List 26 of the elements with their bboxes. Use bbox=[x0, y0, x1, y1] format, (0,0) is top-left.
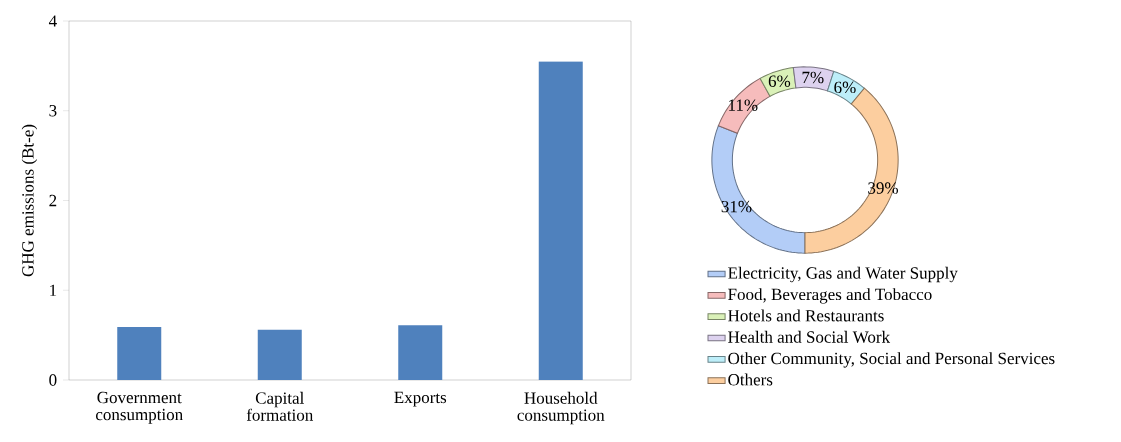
data-label: 31% bbox=[721, 200, 752, 213]
legend-label: Electricity, Gas and Water Supply bbox=[728, 266, 958, 283]
y-tick-label: 4 bbox=[48, 15, 57, 27]
x-tick-label: Household consumption bbox=[517, 391, 605, 425]
x-tick-label: Exports bbox=[394, 391, 447, 407]
data-label: 39% bbox=[868, 182, 898, 194]
x-tick-label: Capital formation bbox=[246, 391, 314, 421]
data-label: 6% bbox=[834, 81, 856, 94]
x-tick-label: Government consumption bbox=[95, 391, 183, 424]
legend-label: Hotels and Restaurants bbox=[728, 309, 884, 322]
bar bbox=[398, 325, 443, 380]
y-tick-label: 1 bbox=[50, 284, 57, 296]
legend-label: Health and Social Work bbox=[728, 330, 891, 343]
legend-label: Other Community, Social and Personal Services bbox=[728, 352, 1055, 368]
bar bbox=[117, 327, 162, 380]
y-tick-label: 2 bbox=[49, 194, 57, 207]
data-label: 6% bbox=[768, 75, 791, 87]
y-tick-label: 0 bbox=[49, 374, 57, 386]
legend-label: Food, Beverages and Tobacco bbox=[728, 288, 932, 304]
data-label: 11% bbox=[729, 99, 758, 111]
bar bbox=[538, 61, 583, 380]
bar bbox=[257, 329, 302, 380]
y-tick-label: 3 bbox=[49, 105, 57, 117]
legend-label: Others bbox=[728, 373, 773, 386]
data-label: 7% bbox=[802, 71, 824, 84]
y-axis-title: GHG emissions (Bt-e) bbox=[21, 124, 38, 277]
